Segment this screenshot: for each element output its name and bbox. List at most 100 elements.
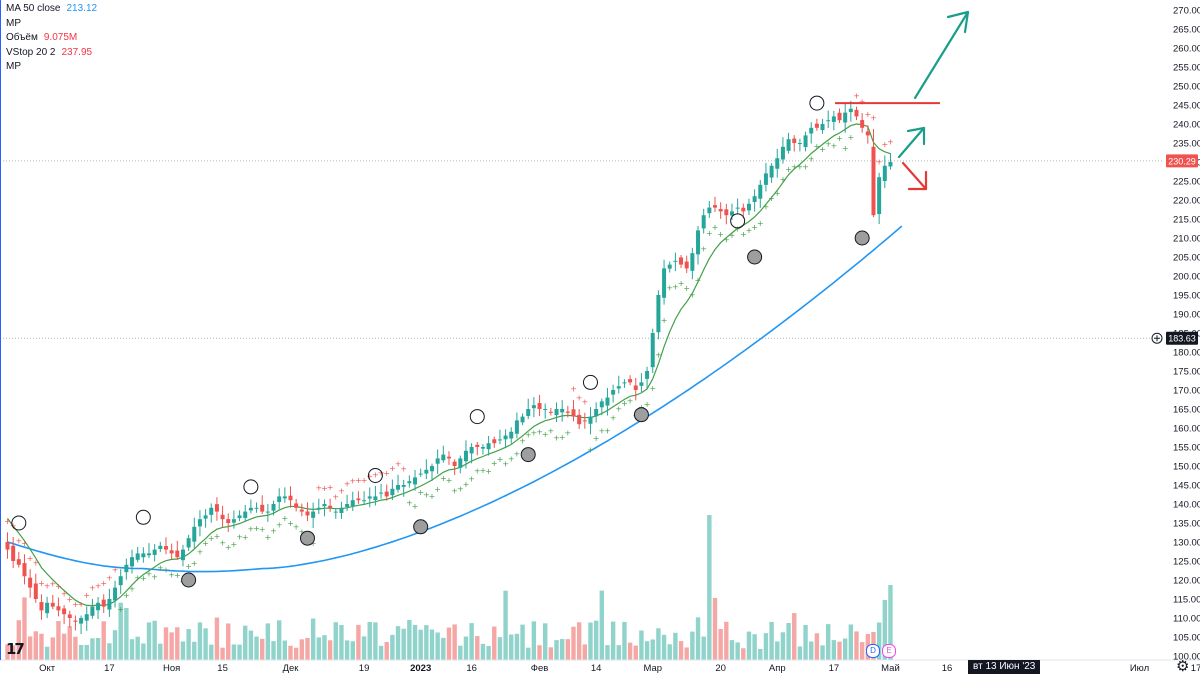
candle-body [837, 112, 842, 121]
vstop-marker: + [214, 532, 221, 541]
volume-bar [186, 629, 191, 660]
vstop-marker: + [21, 539, 28, 548]
candle-body [696, 230, 701, 255]
candle-body [882, 165, 887, 182]
candle-body [582, 420, 587, 422]
candle-body [5, 542, 10, 550]
legend-volume-name: Объём [6, 32, 38, 43]
candle-body [797, 143, 802, 144]
vstop-marker: + [151, 573, 158, 582]
volume-bar [627, 642, 633, 660]
candle-body [554, 409, 559, 416]
legend-ma-value: 213.12 [66, 3, 98, 14]
candle-body [877, 177, 882, 215]
volume-bar [209, 644, 214, 660]
legend-volume[interactable]: Объём 9.075M [6, 31, 97, 46]
price-tick-label: 130.00 [1173, 538, 1200, 549]
candle-body [328, 505, 333, 508]
volume-bar [67, 626, 72, 660]
candle-body [662, 268, 667, 298]
vstop-marker: + [836, 134, 843, 143]
legend-ma[interactable]: MA 50 close 213.12 [6, 2, 97, 17]
time-tick-label: 16 [466, 663, 477, 674]
vstop-marker: + [66, 595, 73, 604]
filled-circle-marker [520, 447, 536, 463]
earnings-event-icon[interactable]: E [882, 644, 896, 658]
candle-body [107, 599, 112, 610]
candle-body [520, 416, 525, 423]
open-circle-marker [469, 409, 485, 425]
candle-body [452, 461, 457, 466]
candle-body [679, 257, 684, 265]
dividend-event-icon[interactable]: D [866, 644, 880, 658]
candle-body [503, 435, 508, 440]
vstop-marker: + [134, 573, 141, 582]
volume-bar [786, 622, 791, 660]
volume-bar [735, 642, 740, 660]
price-tick-label: 165.00 [1173, 405, 1200, 416]
candle-body [843, 112, 848, 123]
vstop-marker: + [400, 464, 407, 473]
time-tick-label: Июл [1130, 663, 1149, 674]
vstop-marker: + [89, 583, 96, 592]
legend-vstop-name: VStop 20 2 [6, 46, 56, 58]
volume-bar [248, 630, 254, 660]
vstop-marker: + [225, 543, 232, 552]
candle-body [254, 507, 259, 509]
volume-bar [486, 646, 491, 660]
price-tick-label: 175.00 [1173, 367, 1200, 378]
volume-bar [299, 639, 305, 660]
legend-mp-1[interactable]: MP [6, 17, 97, 32]
crosshair-price-tag-bg [1166, 331, 1198, 345]
vstop-marker: + [497, 455, 504, 464]
volume-bar [684, 647, 689, 660]
gear-icon[interactable]: ⚙ [1176, 657, 1190, 675]
volume-bar [565, 639, 571, 660]
volume-bar [820, 645, 825, 660]
volume-bar [350, 641, 355, 660]
tradingview-logo-icon[interactable]: 17 [6, 640, 25, 658]
price-tick-label: 195.00 [1173, 291, 1200, 302]
price-tick-label: 120.00 [1173, 576, 1200, 587]
volume-bar [39, 633, 44, 660]
candle-body [848, 108, 853, 113]
volume-bar [803, 624, 808, 660]
vstop-marker: + [876, 157, 883, 166]
volume-bar [197, 622, 203, 660]
candle-body [616, 386, 621, 389]
volume-bar [854, 631, 859, 660]
volume-bar [90, 638, 95, 660]
volume-bar [61, 633, 67, 660]
candle-body [667, 264, 672, 269]
vstop-marker: + [712, 223, 719, 232]
bounce-arrow [897, 126, 926, 159]
volume-bar [712, 598, 718, 660]
filled-circle-marker [633, 407, 649, 423]
time-tick-label: 17 [1191, 663, 1200, 674]
candle-body [599, 401, 604, 408]
vstop-marker: + [864, 110, 871, 119]
volume-bar [56, 621, 61, 660]
volume-bar [44, 646, 50, 660]
price-tick-label: 260.00 [1173, 44, 1200, 55]
candle-body [16, 559, 21, 565]
candle-body [220, 514, 225, 520]
candle-body [441, 454, 446, 461]
annotation-layer [11, 10, 970, 588]
candle-body [639, 382, 644, 386]
candle-body [775, 158, 780, 169]
vstop-marker: + [587, 446, 594, 455]
time-tick-label: 16 [942, 663, 953, 674]
vstop-marker: + [672, 282, 679, 291]
volume-bar [305, 637, 310, 660]
volume-bar [16, 620, 22, 660]
candle-body [684, 261, 689, 269]
legend-mp-2[interactable]: MP [6, 60, 97, 75]
candle-body [809, 127, 814, 134]
volume-bar [429, 629, 435, 660]
candle-body [509, 431, 514, 439]
vstop-marker: + [287, 519, 294, 528]
vstop-marker: + [55, 582, 62, 591]
legend-vstop[interactable]: VStop 20 2 237.95 [6, 46, 97, 61]
